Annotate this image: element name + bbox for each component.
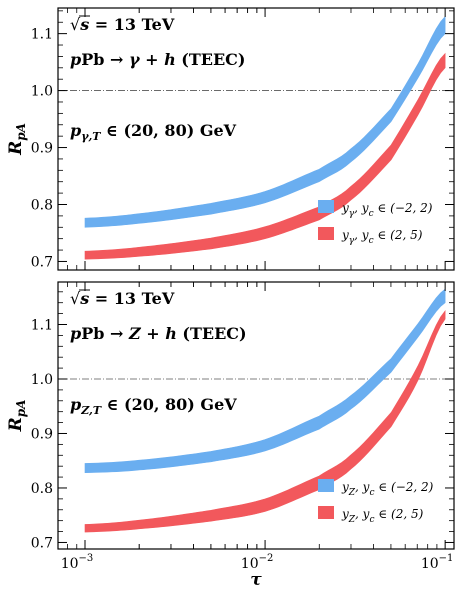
legend-label-1: yγ, yc ∈ (−2, 2) <box>341 201 433 219</box>
y-tick-label: 1.1 <box>31 318 53 334</box>
band-series-2 <box>84 309 446 533</box>
annotation-energy: √s = 13 TeV <box>70 289 175 308</box>
y-tick-label: 1.0 <box>31 84 53 100</box>
plot-frame <box>57 281 455 550</box>
legend-label-1: yZ, yc ∈ (−2, 2) <box>341 480 434 498</box>
y-tick-label: 0.9 <box>31 141 53 157</box>
annotation-energy: √s = 13 TeV <box>70 15 175 34</box>
legend-swatch-1 <box>318 200 334 213</box>
annotation-process: pPb → Z + h (TEEC) <box>70 324 247 343</box>
y-tick-label: 0.7 <box>31 535 53 551</box>
y-axis-title: RpA <box>6 400 28 433</box>
legend-label-2: yZ, yc ∈ (2, 5) <box>341 507 424 525</box>
legend-swatch-2 <box>318 227 334 240</box>
band-series-2 <box>84 52 446 260</box>
y-tick-label: 0.8 <box>31 198 53 214</box>
y-tick-label: 0.9 <box>31 426 53 442</box>
legend-label-2: yγ, yc ∈ (2, 5) <box>341 228 423 246</box>
panel-2: 0.7 0.8 0.9 1.0 1.1 10−3 10−2 10−1 τ RpA √s = 13 T… <box>6 281 455 590</box>
y-axis-title: RpA <box>6 123 28 156</box>
band-series-1 <box>84 288 446 474</box>
panel-1: 0.7 0.8 0.9 1.0 1.1 RpA √s = 13 TeV pPb → γ + h… <box>6 7 455 271</box>
y-tick-label: 1.0 <box>31 372 53 388</box>
legend-swatch-2 <box>318 506 334 519</box>
y-tick-label: 0.7 <box>31 254 53 270</box>
x-tick-label: 10−2 <box>241 553 274 572</box>
x-axis-title: τ <box>250 570 262 590</box>
y-tick-label: 1.1 <box>31 27 53 43</box>
annotation-kinematics: pZ,T ∈ (20, 80) GeV <box>70 395 237 417</box>
plot-frame <box>57 7 455 271</box>
y-tick-label: 0.8 <box>31 481 53 497</box>
x-tick-label: 10−3 <box>61 553 94 572</box>
x-tick-label: 10−1 <box>421 553 454 572</box>
annotation-kinematics: pγ,T ∈ (20, 80) GeV <box>70 121 237 143</box>
annotation-process: pPb → γ + h (TEEC) <box>70 50 245 69</box>
legend-swatch-1 <box>318 479 334 492</box>
